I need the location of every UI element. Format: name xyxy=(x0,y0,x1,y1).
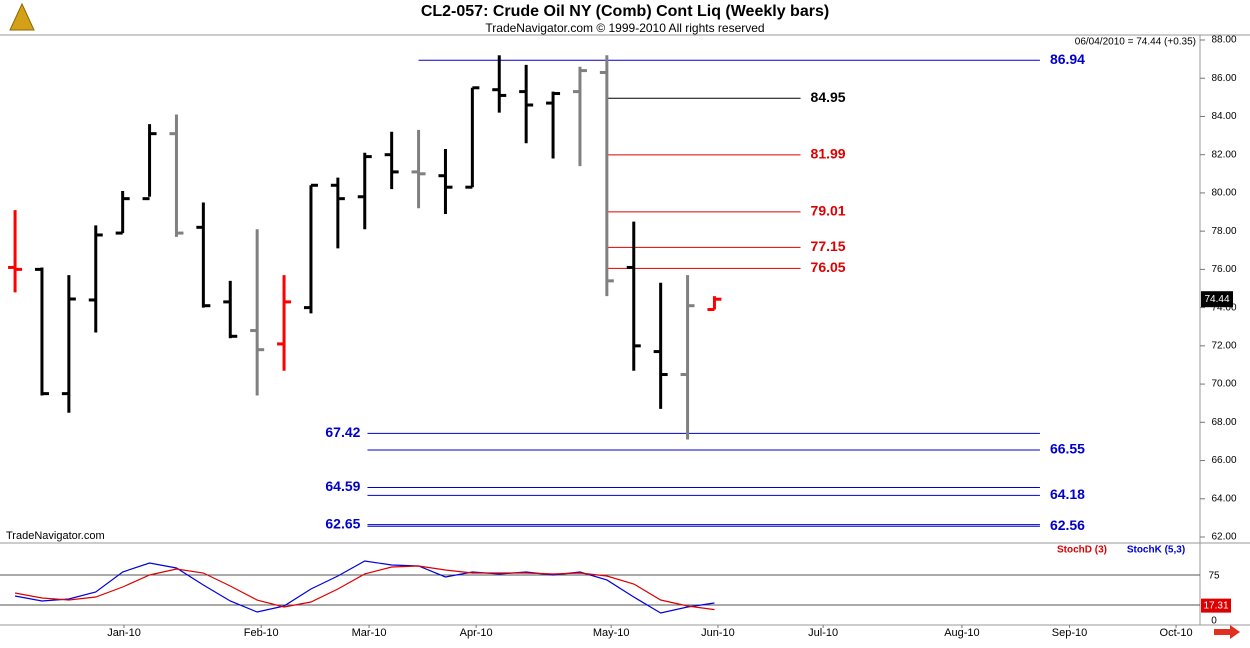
y-tick-label: 70.00 xyxy=(1211,379,1236,390)
last-price-box xyxy=(1201,291,1233,308)
watermark: TradeNavigator.com xyxy=(6,530,105,542)
stoch-line xyxy=(14,560,715,614)
x-tick-label: Aug-10 xyxy=(944,627,979,639)
y-tick-label: 88.00 xyxy=(1211,35,1236,46)
level-label: 62.56 xyxy=(1050,517,1085,533)
y-tick-label: 80.00 xyxy=(1211,188,1236,199)
y-tick-label: 72.00 xyxy=(1211,340,1236,351)
y-tick-label: 74.00 xyxy=(1211,302,1236,313)
stoch-line xyxy=(14,565,715,611)
level-label: 64.59 xyxy=(325,478,360,494)
chart-subtitle: TradeNavigator.com © 1999-2010 All right… xyxy=(485,21,764,35)
chart-title: CL2-057: Crude Oil NY (Comb) Cont Liq (W… xyxy=(421,3,829,20)
y-tick-label: 78.00 xyxy=(1211,226,1236,237)
scroll-arrow[interactable] xyxy=(1214,625,1240,639)
x-tick-label: Oct-10 xyxy=(1160,627,1193,639)
level-label: 62.65 xyxy=(325,515,360,531)
legend-entry: StochD (3) xyxy=(1057,545,1107,556)
y-tick-label: 75 xyxy=(1208,571,1220,582)
x-tick-label: May-10 xyxy=(593,627,630,639)
last-price-label: 74.44 xyxy=(1204,294,1229,305)
legend-entry: StochK (5,3) xyxy=(1127,545,1185,556)
y-tick-label: 86.00 xyxy=(1211,73,1236,84)
x-tick-label: Jan-10 xyxy=(107,627,141,639)
level-label: 77.15 xyxy=(811,238,846,254)
x-tick-label: Sep-10 xyxy=(1052,627,1087,639)
level-label: 67.42 xyxy=(325,424,360,440)
x-tick-label: Jun-10 xyxy=(701,627,735,639)
y-tick-label: 66.00 xyxy=(1211,455,1236,466)
x-tick-label: Jul-10 xyxy=(808,627,838,639)
last-value-label: 17.31 xyxy=(1203,600,1228,611)
x-tick-label: Feb-10 xyxy=(244,627,279,639)
price-info: 06/04/2010 = 74.44 (+0.35) xyxy=(1075,37,1196,48)
last-value-box xyxy=(1201,598,1231,613)
level-label: 81.99 xyxy=(811,146,846,162)
logo-icon xyxy=(9,2,35,31)
y-tick-label: 82.00 xyxy=(1211,149,1236,160)
y-tick-label: 68.00 xyxy=(1211,417,1236,428)
x-tick-label: Apr-10 xyxy=(460,627,493,639)
level-label: 86.94 xyxy=(1050,51,1085,67)
level-label: 76.05 xyxy=(811,259,846,275)
level-label: 79.01 xyxy=(811,203,846,219)
level-label: 66.55 xyxy=(1050,441,1085,457)
y-tick-label: 64.00 xyxy=(1211,493,1236,504)
level-label: 64.18 xyxy=(1050,486,1085,502)
y-tick-label: 76.00 xyxy=(1211,264,1236,275)
x-tick-label: Mar-10 xyxy=(352,627,387,639)
y-tick-label: 0 xyxy=(1211,616,1217,627)
y-tick-label: 62.00 xyxy=(1211,532,1236,543)
y-tick-label: 84.00 xyxy=(1211,111,1236,122)
level-label: 84.95 xyxy=(811,89,846,105)
